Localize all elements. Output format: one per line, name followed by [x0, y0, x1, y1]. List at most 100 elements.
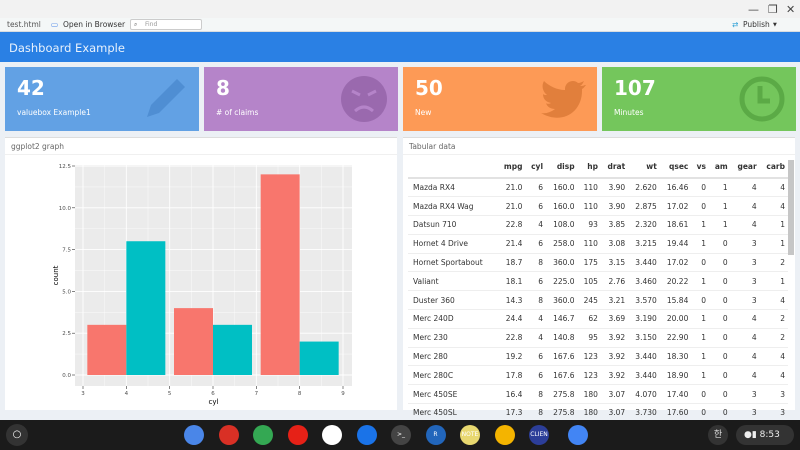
column-header[interactable]: drat	[600, 156, 629, 179]
table-cell: 18.90	[659, 365, 692, 386]
table-cell: 3	[759, 384, 788, 405]
table-cell: 15.84	[659, 290, 692, 311]
column-header[interactable]: qsec	[659, 156, 692, 179]
minimize-button[interactable]: —	[748, 3, 759, 16]
column-header[interactable]: wt	[628, 156, 660, 179]
table-cell: 105	[577, 271, 601, 292]
play-store-app-icon[interactable]	[322, 425, 342, 445]
y-tick-label: 7.5	[62, 248, 71, 254]
table-cell: 3.90	[600, 196, 629, 217]
column-header[interactable]: carb	[759, 156, 788, 179]
column-header[interactable]: hp	[577, 156, 601, 179]
table-cell: 22.8	[497, 215, 526, 235]
column-header[interactable]: gear	[730, 156, 760, 179]
table-row: Mazda RX4 Wag 21.0 6 160.0 110 3.90 2.875 17.02…	[408, 196, 788, 217]
table-cell: 110	[577, 196, 601, 217]
column-header[interactable]: am	[709, 156, 731, 179]
launcher-button[interactable]: ○	[6, 424, 28, 446]
bar	[213, 324, 252, 375]
column-header[interactable]: cyl	[525, 156, 547, 179]
table-cell: 3	[730, 271, 760, 292]
table-cell: 360.0	[546, 253, 578, 273]
page-title: Dashboard Example	[9, 41, 125, 55]
find-placeholder: Find	[145, 21, 158, 28]
taskbar: ○ >_ R NOTE CLIEN 한 ●▮ 8:53	[0, 420, 800, 450]
column-header[interactable]: disp	[546, 156, 578, 179]
column-header[interactable]	[408, 156, 498, 179]
column-header[interactable]: mpg	[497, 156, 526, 179]
table-cell: 4.070	[628, 384, 660, 405]
chrome-app-icon[interactable]	[253, 425, 273, 445]
table-cell: 4	[759, 365, 788, 386]
viewer-toolbar: test.html ▭ Open in Browser ⌕ Find ⇄ Pub…	[0, 18, 800, 32]
x-tick-label: 7	[255, 391, 259, 397]
docs-app-icon[interactable]	[184, 425, 204, 445]
table-cell: 2.320	[628, 215, 660, 235]
angry-face-icon	[341, 76, 387, 122]
table-cell: 1	[759, 271, 788, 292]
y-axis-label: count	[52, 265, 60, 285]
table-cell: 0	[709, 347, 731, 367]
table-cell: 3.92	[600, 328, 629, 348]
restore-button[interactable]: ❐	[768, 3, 778, 16]
file-name: test.html	[7, 20, 41, 29]
settings-app-icon[interactable]	[567, 425, 588, 445]
table-cell: 21.0	[497, 178, 526, 198]
table-cell: 21.4	[497, 234, 526, 254]
table-cell: 1	[691, 234, 709, 254]
table-cell: 3.440	[628, 347, 660, 367]
table-cell: 14.3	[497, 290, 526, 311]
table-cell: 1	[759, 215, 788, 235]
row-name: Merc 240D	[408, 309, 498, 329]
bar	[87, 324, 127, 375]
table-panel: Tabular data mpg cyl disp hp drat wt qsec vs am g…	[403, 137, 795, 423]
table-row: Hornet Sportabout 18.7 8 360.0 175 3.15 3.440 1…	[408, 253, 788, 273]
open-in-browser-button[interactable]: Open in Browser	[63, 20, 126, 29]
notes-app-icon[interactable]: NOTE	[460, 425, 480, 445]
column-header[interactable]: vs	[691, 156, 709, 179]
table-cell: 4	[759, 178, 788, 198]
publish-button[interactable]: Publish	[743, 20, 770, 29]
find-input[interactable]: ⌕ Find	[130, 19, 202, 30]
gmail-app-icon[interactable]	[218, 425, 239, 445]
table-cell: 8	[525, 384, 547, 405]
bar	[126, 241, 166, 375]
table-cell: 6	[525, 365, 547, 386]
messages-app-icon[interactable]	[356, 425, 377, 445]
bar-chart: 0.0 2.5 5.0 7.5 10.0 12.5 3 4 5 6 7 8 9 cyl count	[52, 164, 352, 406]
r-app-icon[interactable]: R	[425, 425, 446, 445]
youtube-app-icon[interactable]	[287, 425, 308, 445]
table-scrollbar[interactable]	[788, 160, 794, 255]
y-tick-label: 5.0	[62, 289, 71, 295]
chevron-down-icon[interactable]: ▼	[773, 22, 777, 28]
table-cell: 2	[759, 328, 788, 348]
keep-app-icon[interactable]	[494, 425, 515, 445]
valuebox-2: 8 # of claims	[204, 67, 398, 131]
ime-indicator[interactable]: 한	[708, 425, 728, 445]
window-titlebar: — ❐ ✕	[0, 0, 800, 18]
x-axis-label: cyl	[209, 398, 219, 406]
table-cell: 4	[759, 290, 788, 311]
status-tray[interactable]: ●▮ 8:53	[736, 425, 794, 445]
table-cell: 225.0	[546, 271, 578, 292]
table-cell: 3.440	[628, 365, 660, 386]
y-tick-label: 12.5	[59, 164, 72, 170]
table-cell: 18.7	[497, 253, 526, 273]
row-name: Mazda RX4 Wag	[408, 196, 498, 217]
close-button[interactable]: ✕	[786, 3, 796, 16]
table-cell: 3.69	[600, 309, 629, 329]
table-cell: 4	[730, 178, 760, 198]
table-cell: 3	[730, 290, 760, 311]
table-cell: 17.02	[659, 196, 692, 217]
table-cell: 4	[525, 328, 547, 348]
table-row: Merc 240D 24.4 4 146.7 62 3.69 3.190 20.00 1 0 4 2	[408, 309, 788, 329]
table-cell: 1	[709, 178, 731, 198]
terminal-app-icon[interactable]: >_	[391, 425, 411, 445]
table-cell: 3.08	[600, 234, 629, 254]
clien-app-icon[interactable]: CLIEN	[529, 425, 549, 445]
dashboard-header: Dashboard Example	[0, 32, 800, 62]
table-cell: 3.460	[628, 271, 660, 292]
table-cell: 93	[577, 215, 601, 235]
table-cell: 18.30	[659, 347, 692, 367]
table-row: Hornet 4 Drive 21.4 6 258.0 110 3.08 3.215 19.4…	[408, 234, 788, 254]
